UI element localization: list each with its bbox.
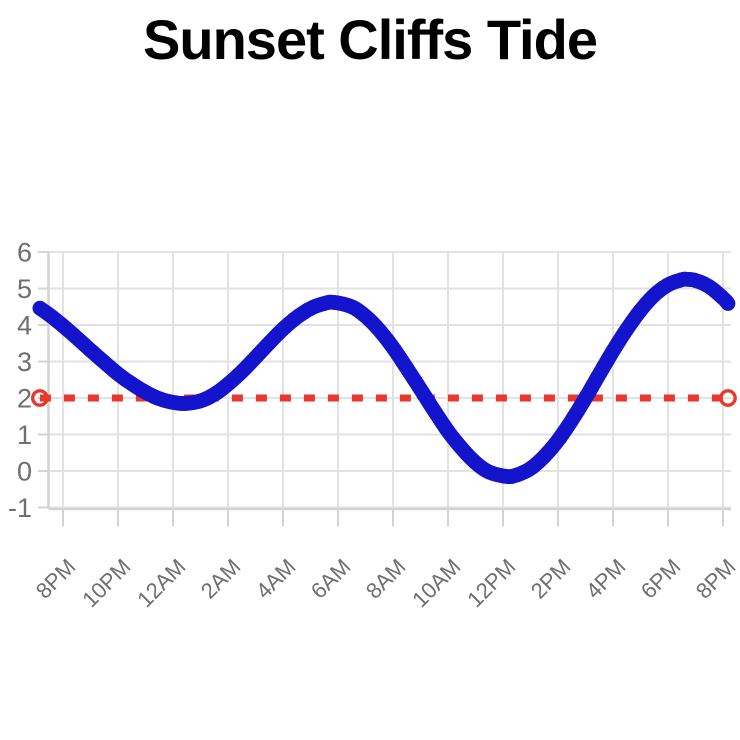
y-tick-label: 5 <box>17 274 32 304</box>
x-tick-label: 10PM <box>77 554 135 612</box>
x-tick-label: 12PM <box>462 554 520 612</box>
tide-curve-series <box>32 271 736 484</box>
threshold-endpoint-marker <box>31 389 49 407</box>
x-tick-label: 2PM <box>526 554 576 604</box>
chart-title: Sunset Cliffs Tide <box>143 8 598 71</box>
x-tick-label: 8PM <box>691 554 740 604</box>
y-tick-label: -1 <box>8 493 32 523</box>
x-tick-label: 4AM <box>251 554 301 604</box>
x-tick-label: 6PM <box>636 554 686 604</box>
y-tick-label: 1 <box>17 420 32 450</box>
axis-lines <box>38 251 731 527</box>
x-tick-label: 2AM <box>196 554 246 604</box>
x-tick-label: 6AM <box>306 554 356 604</box>
tide-data-marker <box>720 296 736 311</box>
y-tick-label: 0 <box>17 457 32 487</box>
x-tick-label: 8PM <box>31 554 81 604</box>
threshold-endpoint-marker <box>719 389 737 407</box>
y-tick-label: 3 <box>17 347 32 377</box>
gridlines <box>48 251 731 509</box>
x-tick-label: 12AM <box>132 554 190 612</box>
x-tick-label: 8AM <box>361 554 411 604</box>
x-tick-label: 4PM <box>581 554 631 604</box>
y-tick-label: 2 <box>17 384 32 414</box>
threshold-series <box>31 389 737 407</box>
y-tick-label: 4 <box>17 311 32 341</box>
y-tick-label: 6 <box>17 238 32 268</box>
x-tick-label: 10AM <box>407 554 465 612</box>
